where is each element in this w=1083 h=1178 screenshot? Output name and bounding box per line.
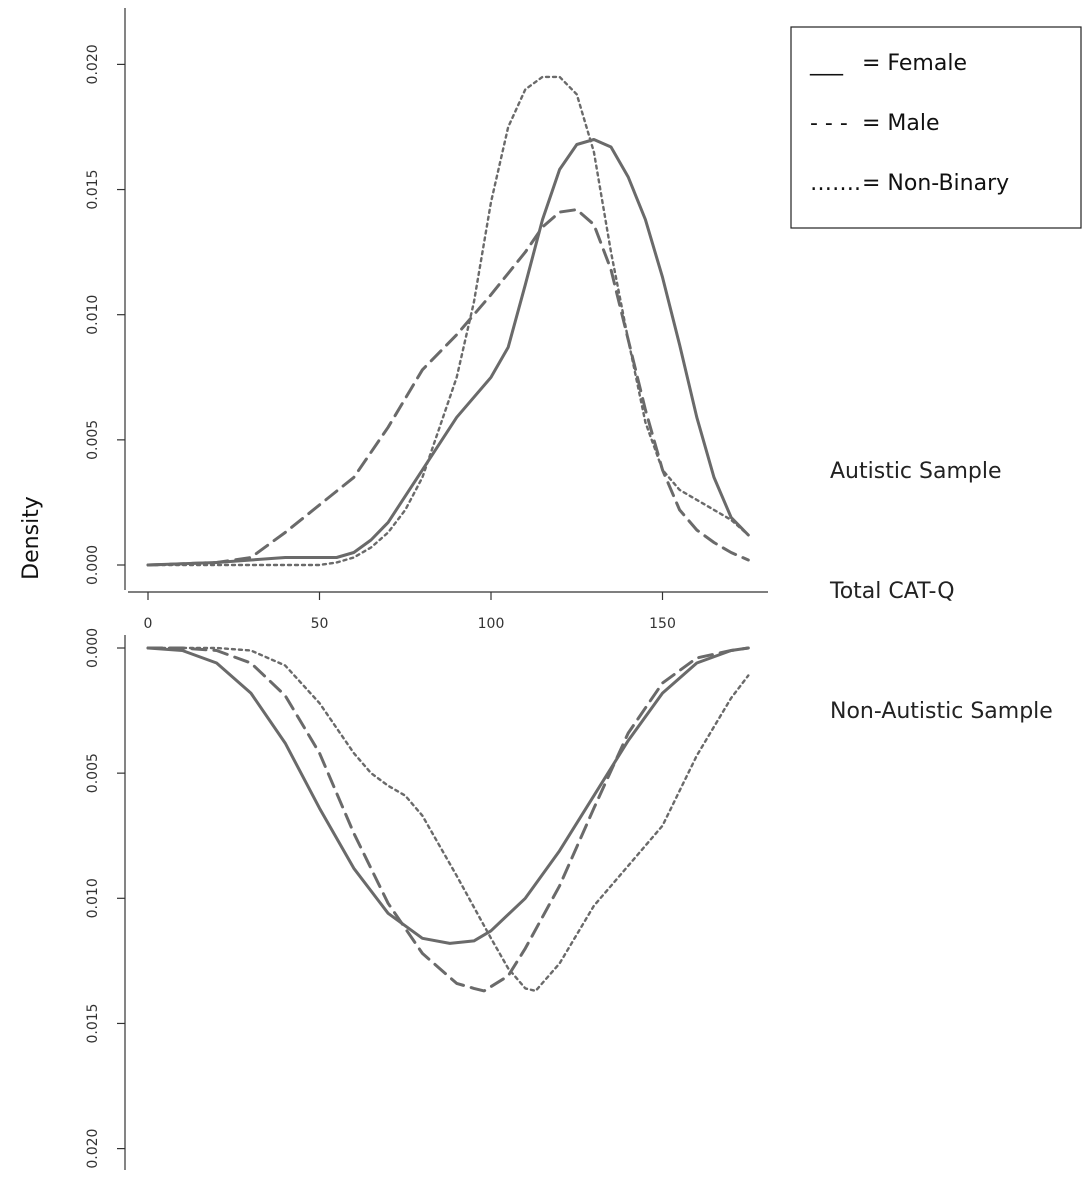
y-tick-label: 0.020 <box>85 44 101 84</box>
y-tick-label: 0.015 <box>85 170 101 210</box>
series-line-female <box>146 646 750 945</box>
legend-text-female: = Female <box>862 51 967 76</box>
y-tick-label: 0.000 <box>85 628 101 668</box>
non-autistic-sample-label: Non-Autistic Sample <box>830 699 1053 724</box>
x-axis-title: Total CAT-Q <box>829 579 955 604</box>
y-tick-label: 0.010 <box>85 878 101 918</box>
legend-text-male: = Male <box>862 111 940 136</box>
series-line-nonbinary <box>146 75 750 567</box>
y-axis-label: Density <box>19 496 44 580</box>
x-tick-label: 0 <box>144 616 153 632</box>
x-tick-label: 100 <box>478 616 505 632</box>
legend-symbol-female: ___ <box>809 51 844 76</box>
y-tick-label: 0.005 <box>85 420 101 460</box>
x-tick-label: 50 <box>311 616 329 632</box>
legend: ___ = Female - - - = Male ……. = Non-Bina… <box>790 26 1082 229</box>
series-line-male <box>146 208 750 567</box>
legend-box <box>790 26 1082 229</box>
y-tick-label: 0.020 <box>85 1129 101 1169</box>
series-line-male <box>146 646 750 993</box>
autistic-sample-label: Autistic Sample <box>830 459 1002 484</box>
series-line-nonbinary <box>146 646 750 993</box>
legend-symbol-nonbinary: ……. <box>810 171 861 196</box>
y-tick-label: 0.005 <box>85 753 101 793</box>
legend-text-nonbinary: = Non-Binary <box>862 171 1009 196</box>
y-tick-label: 0.000 <box>85 545 101 585</box>
x-axis: 0 50 100 150 <box>128 591 768 632</box>
non-autistic-panel: 0.000 0.005 0.010 0.015 0.020 <box>85 628 750 1170</box>
y-tick-label: 0.010 <box>85 295 101 335</box>
x-tick-label: 150 <box>649 616 676 632</box>
autistic-panel: 0.000 0.005 0.010 0.015 0.020 <box>85 8 750 590</box>
legend-symbol-male: - - - <box>810 111 848 136</box>
y-tick-label: 0.015 <box>85 1003 101 1043</box>
series-line-female <box>146 138 750 567</box>
